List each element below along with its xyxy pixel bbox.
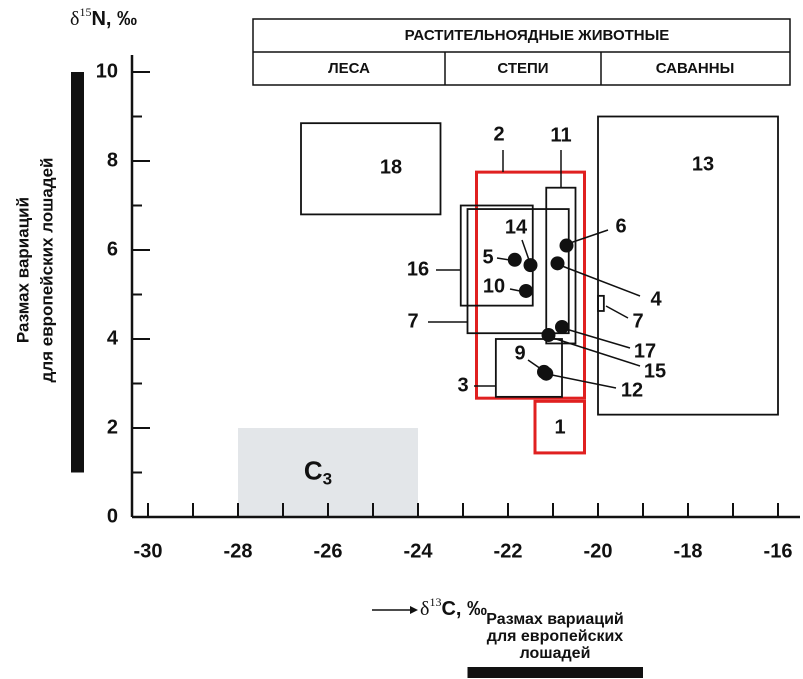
y-tick-label: 6: [107, 238, 118, 260]
y-axis-sup: 15: [79, 5, 91, 19]
point-label: 12: [621, 379, 643, 401]
y-axis-symbol: δ: [70, 8, 79, 30]
range-box: [475, 170, 586, 400]
range-box: [533, 399, 586, 455]
horse-range-x-bar: [467, 667, 643, 678]
point: [550, 256, 565, 271]
leader-line: [605, 305, 629, 319]
range-box: [300, 122, 442, 216]
x-axis-sup: 13: [429, 595, 441, 609]
range-box: [597, 294, 605, 312]
range-box: [459, 204, 534, 307]
horse-range-y-label: Размах вариаций: [13, 197, 32, 343]
point: [507, 252, 522, 267]
point-label: 4: [650, 288, 662, 310]
point: [519, 283, 533, 298]
point: [559, 238, 574, 253]
x-axis-symbol: δ: [420, 598, 429, 620]
point-label: 5: [482, 246, 493, 268]
leader-line: [565, 328, 631, 349]
header-title: РАСТИТЕЛЬНОЯДНЫЕ ЖИВОТНЫЕ: [405, 27, 670, 44]
box-label: 11: [550, 124, 571, 146]
range-box: [597, 115, 779, 416]
range-box: [545, 186, 577, 345]
horse-range-x-label: для европейских: [487, 628, 624, 645]
box-label: 1: [554, 416, 565, 438]
y-tick-label: 0: [107, 505, 118, 527]
box-label: 2: [493, 123, 504, 145]
point: [541, 327, 556, 342]
c3-sub: 3: [323, 470, 332, 489]
y-tick-label: 2: [107, 416, 118, 438]
y-axis-text: N, ‰: [91, 8, 137, 30]
horse-range-x-label: Размах вариаций: [486, 611, 624, 628]
box-label: 3: [457, 374, 468, 396]
point-label: 15: [644, 360, 666, 382]
point-label: 14: [505, 216, 528, 238]
x-tick-label: -22: [494, 540, 523, 562]
header-column: САВАННЫ: [656, 60, 735, 77]
x-axis-text: C, ‰: [441, 598, 487, 620]
x-tick-label: -26: [314, 540, 343, 562]
x-tick-label: -18: [674, 540, 703, 562]
x-axis-label: δ13C, ‰: [420, 595, 487, 621]
leader-line: [551, 374, 617, 389]
x-tick-label: -30: [134, 540, 163, 562]
header-column: СТЕПИ: [497, 60, 548, 77]
point-label: 9: [514, 342, 525, 364]
point: [523, 258, 538, 273]
x-tick-label: -24: [404, 540, 434, 562]
y-tick-label: 8: [107, 149, 118, 171]
range-box: [494, 338, 563, 398]
y-tick-label: 4: [107, 327, 119, 349]
box-label: 7: [407, 310, 418, 332]
x-tick-label: -28: [224, 540, 253, 562]
c3-text: C: [304, 455, 323, 485]
leader-line: [552, 337, 641, 367]
x-tick-label: -20: [584, 540, 613, 562]
horse-range-x-label: лошадей: [520, 645, 591, 662]
box-label: 7: [632, 310, 643, 332]
point: [555, 319, 569, 334]
point-label: 10: [483, 275, 505, 297]
point-label: 17: [634, 340, 656, 362]
leader-line: [569, 229, 609, 244]
horse-range-y-label: для европейских лошадей: [37, 158, 56, 383]
box-label: 18: [380, 156, 402, 178]
leader-line: [509, 288, 521, 292]
header-column: ЛЕСА: [328, 60, 370, 77]
header-table: РАСТИТЕЛЬНОЯДНЫЕ ЖИВОТНЫЕ ЛЕСА СТЕПИ САВ…: [252, 18, 791, 86]
horse-range-y-bar: [71, 72, 84, 473]
leader-line: [561, 265, 641, 297]
y-tick-label: 10: [96, 60, 118, 82]
x-axis-title: δ13C, ‰: [372, 595, 487, 621]
range-box: [466, 208, 570, 335]
arrow-head: [410, 606, 418, 614]
point: [539, 366, 554, 381]
x-tick-label: -16: [764, 540, 793, 562]
box-label: 16: [407, 258, 429, 280]
c3-label: C3: [304, 455, 332, 489]
leader-line: [521, 239, 530, 261]
point-label: 6: [615, 215, 626, 237]
box-label: 13: [692, 153, 714, 175]
y-axis-title: δ15N, ‰: [70, 5, 137, 31]
c3-region: [238, 428, 418, 517]
